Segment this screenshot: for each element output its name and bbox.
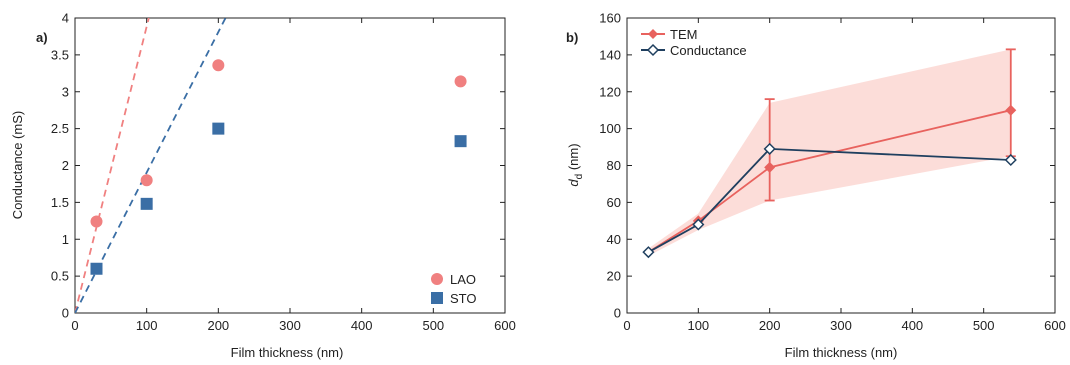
panel-b-y-tick-label: 120 [599,84,621,99]
tem-point [1005,104,1017,116]
legend-conductance-label: Conductance [670,43,747,58]
legend-sto-marker [431,292,443,304]
legend-tem-label: TEM [670,27,697,42]
lao-point [90,215,103,228]
panel-b-x-tick-label: 200 [759,318,781,333]
panel-a-x-tick-label: 400 [351,318,373,333]
legend-lao-marker [431,273,443,285]
panel-b-y-tick-label: 80 [607,158,621,173]
conductance-point [763,142,776,155]
panel-b-y-axis-label: dd (nm) [566,143,585,186]
sto-point [454,135,467,148]
panel-b-y-tick-label: 160 [599,11,621,26]
panel-a-y-tick-label: 3.5 [51,47,69,62]
panel-b-y-tick-label: 60 [607,195,621,210]
sto-point [140,197,153,210]
panel-a-y-tick-label: 1 [62,232,69,247]
legend-conductance-marker [646,43,660,57]
panel-b-label: b) [566,30,578,45]
y-label-subscript: d [574,174,585,180]
tem-line [647,109,1011,253]
panel-a-plot-area: 0 100 200 300 400 500 600 0 0.5 1 1.5 2 2.5 3 3.5 4 [51,11,516,334]
panel-a-x-tick-label: 300 [279,318,301,333]
panel-b-x-tick-label: 500 [973,318,995,333]
panel-b-y-tick-label: 100 [599,121,621,136]
panel-b-x-tick-label: 100 [687,318,709,333]
panel-a-x-axis-label: Film thickness (nm) [231,345,344,360]
panel-a-label: a) [36,30,48,45]
legend-lao-label: LAO [450,272,476,287]
panel-b-y-tick-label: 140 [599,47,621,62]
panel-b: b) 0 100 200 300 400 500 600 0 20 40 60 80 100 120 140… [566,11,1066,361]
panel-a-y-tick-label: 4 [62,11,69,26]
panel-a-y-tick-label: 2 [62,158,69,173]
conductance-line [647,147,1011,253]
panel-a-y-tick-label: 1.5 [51,195,69,210]
conductance-point [642,246,655,259]
panel-b-y-tick-label: 0 [614,306,621,321]
lao-point [454,75,467,88]
panel-b-plot-area: 0 100 200 300 400 500 600 0 20 40 60 80 100 120 140 160 [599,11,1066,334]
panel-a-y-tick-label: 0.5 [51,269,69,284]
conductance-point [1004,153,1017,167]
sto-point [90,262,103,275]
tem-point [764,161,776,173]
panel-a-x-tick-label: 500 [422,318,444,333]
panel-b-x-tick-label: 0 [623,318,630,333]
panel-b-legend: TEM Conductance [641,27,747,58]
panel-a: a) 0 100 200 300 400 500 60000.511.522.533.54 … [10,11,516,361]
panel-a-x-tick-label: 100 [136,318,158,333]
y-label-unit: (nm) [566,143,581,173]
panel-a-y-tick-label: 2.5 [51,121,69,136]
legend-tem-marker [648,29,658,39]
y-label-main: d [566,179,581,187]
panel-a-legend: LAO STO [431,272,477,306]
panel-b-y-tick-label: 20 [607,269,621,284]
panel-a-frame [74,17,506,314]
panel-b-x-axis-label: Film thickness (nm) [785,345,898,360]
panel-b-x-tick-label: 600 [1044,318,1066,333]
panel-a-x-tick-label: 0 [71,318,78,333]
panel-a-y-axis-label: Conductance (mS) [10,111,25,219]
panel-a-x-tick-label: 200 [207,318,229,333]
panel-b-x-tick-label: 300 [830,318,852,333]
panel-a-y-tick-label: 0 [62,306,69,321]
panel-b-x-tick-label: 400 [901,318,923,333]
panel-b-y-tick-label: 40 [607,232,621,247]
panel-a-y-tick-label: 3 [62,84,69,99]
legend-sto-label: STO [450,291,477,306]
conductance-point [692,218,705,231]
lao-point [212,59,225,72]
sto-point [212,122,225,135]
lao-point [140,174,153,187]
fit-line-lao [75,18,150,313]
panel-a-x-tick-label: 600 [494,318,516,333]
